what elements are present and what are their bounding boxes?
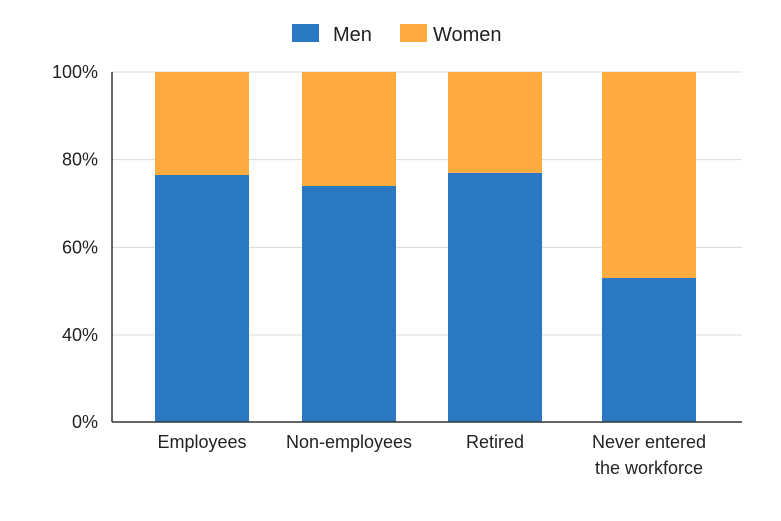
y-tick-label: 40% [62,325,98,345]
x-category-label: Employees [157,432,246,452]
bar-men-0 [155,175,249,422]
x-category-label: Non-employees [286,432,412,452]
axes [111,72,742,423]
x-category-label-line: Never entered [592,432,706,452]
x-category-label: Never entered the workforce [592,432,706,478]
x-category-label: Retired [466,432,524,452]
bar-men-1 [302,185,396,422]
x-category-label-line: Employees [157,432,246,452]
x-category-label-line: Retired [466,432,524,452]
legend-label-women: Women [433,24,502,46]
y-tick-label: 0% [72,412,98,432]
x-axis-ticks: Employees Non-employees Retired Never enter… [157,432,706,478]
legend-swatch-women [400,24,427,42]
bar-women-3 [602,72,696,279]
bar-men-2 [448,172,542,422]
bar-women-0 [155,72,249,176]
y-tick-label: 60% [62,237,98,257]
bar-women-1 [302,72,396,186]
y-axis-ticks: 0% 40% 60% 80% 100% [52,62,98,432]
y-tick-label: 80% [62,150,98,170]
y-tick-label: 100% [52,62,98,82]
legend-label-men: Men [333,24,372,46]
legend-swatch-men [292,24,319,42]
legend: Men Women [292,24,502,46]
bars [155,72,696,422]
x-category-label-line: the workforce [595,458,703,478]
bar-women-2 [448,72,542,173]
bar-men-3 [602,278,696,422]
x-category-label-line: Non-employees [286,432,412,452]
